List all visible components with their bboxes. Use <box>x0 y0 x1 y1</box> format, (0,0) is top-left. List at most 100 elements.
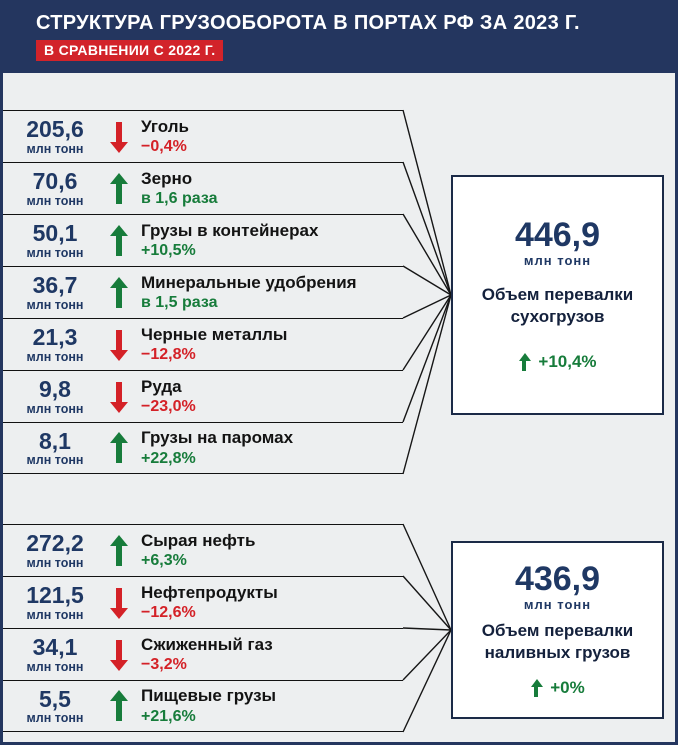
cargo-amount: 21,3 млн тонн <box>3 325 107 363</box>
trend-arrow-icon <box>109 534 129 568</box>
trend-arrow-icon <box>109 328 129 362</box>
cargo-value: 36,7 <box>32 272 78 299</box>
cargo-label: Сырая нефть <box>141 530 256 550</box>
summary-change-value: +10,4% <box>538 352 597 372</box>
cargo-value: 34,1 <box>32 634 78 661</box>
cargo-change: +10,5% <box>141 242 196 260</box>
cargo-amount: 70,6 млн тонн <box>3 169 107 207</box>
trend-arrow-icon <box>109 172 129 206</box>
cargo-change: +6,3% <box>141 552 187 570</box>
cargo-value: 272,2 <box>26 530 84 557</box>
cargo-label: Сжиженный газ <box>141 634 273 654</box>
cargo-unit: млн тонн <box>26 711 84 725</box>
cargo-label: Руда <box>141 376 182 396</box>
cargo-change: −23,0% <box>141 398 196 416</box>
trend-arrow-icon <box>518 352 532 372</box>
cargo-row: 272,2 млн тонн Сырая нефть +6,3% <box>3 524 403 576</box>
cargo-info: Нефтепродукты −12,6% <box>141 582 278 623</box>
cargo-value: 50,1 <box>32 220 78 247</box>
cargo-info: Пищевые грузы +21,6% <box>141 685 276 726</box>
trend-arrow-icon <box>109 689 129 723</box>
cargo-value: 8,1 <box>39 427 71 454</box>
summary-change: +0% <box>530 678 585 698</box>
cargo-info: Грузы в контейнерах +10,5% <box>141 220 318 261</box>
page-subtitle: В СРАВНЕНИИ С 2022 Г. <box>36 40 224 61</box>
trend-arrow-icon <box>109 431 129 465</box>
cargo-amount: 121,5 млн тонн <box>3 583 107 621</box>
cargo-label: Грузы в контейнерах <box>141 220 319 240</box>
liquid-cargo-summary: 436,9 млн тонн Объем перевалки наливных … <box>451 541 664 719</box>
cargo-value: 5,5 <box>39 685 71 712</box>
cargo-change: в 1,5 раза <box>141 294 218 312</box>
cargo-info: Черные металлы −12,8% <box>141 324 287 365</box>
cargo-row: 9,8 млн тонн Руда −23,0% <box>3 370 403 422</box>
cargo-row: 21,3 млн тонн Черные металлы −12,8% <box>3 318 403 370</box>
cargo-info: Зерно в 1,6 раза <box>141 168 217 209</box>
cargo-row: 36,7 млн тонн Минеральные удобрения в 1,… <box>3 266 403 318</box>
summary-title: Объем перевалки сухогрузов <box>481 285 634 327</box>
cargo-change: +22,8% <box>141 449 196 467</box>
cargo-amount: 36,7 млн тонн <box>3 273 107 311</box>
summary-unit: млн тонн <box>523 597 592 613</box>
summary-title: Объем перевалки наливных грузов <box>481 621 634 663</box>
cargo-amount: 50,1 млн тонн <box>3 221 107 259</box>
trend-arrow-icon <box>109 586 129 620</box>
summary-value: 436,9 <box>514 559 601 598</box>
cargo-unit: млн тонн <box>26 453 84 467</box>
cargo-row: 50,1 млн тонн Грузы в контейнерах +10,5% <box>3 214 403 266</box>
cargo-info: Сжиженный газ −3,2% <box>141 634 273 675</box>
cargo-row: 205,6 млн тонн Уголь −0,4% <box>3 110 403 162</box>
cargo-row: 5,5 млн тонн Пищевые грузы +21,6% <box>3 680 403 732</box>
cargo-change: +21,6% <box>141 707 196 725</box>
cargo-label: Грузы на паромах <box>141 428 294 448</box>
cargo-unit: млн тонн <box>26 245 84 260</box>
cargo-amount: 5,5 млн тонн <box>3 687 107 725</box>
cargo-change: −3,2% <box>141 656 187 674</box>
cargo-unit: млн тонн <box>26 401 84 416</box>
liquid-cargo-rows: 272,2 млн тонн Сырая нефть +6,3% 121,5 м… <box>3 524 403 732</box>
cargo-row: 34,1 млн тонн Сжиженный газ −3,2% <box>3 628 403 680</box>
cargo-label: Зерно <box>141 168 193 188</box>
cargo-row: 70,6 млн тонн Зерно в 1,6 раза <box>3 162 403 214</box>
cargo-label: Нефтепродукты <box>141 582 278 602</box>
cargo-label: Уголь <box>141 116 189 136</box>
cargo-amount: 34,1 млн тонн <box>3 635 107 673</box>
summary-unit: млн тонн <box>523 253 592 269</box>
cargo-amount: 272,2 млн тонн <box>3 531 107 569</box>
cargo-info: Сырая нефть +6,3% <box>141 530 255 571</box>
cargo-label: Черные металлы <box>141 324 288 344</box>
cargo-unit: млн тонн <box>26 193 84 208</box>
cargo-value: 21,3 <box>32 324 78 351</box>
summary-value: 446,9 <box>514 215 601 254</box>
cargo-unit: млн тонн <box>26 297 84 312</box>
summary-change-value: +0% <box>550 678 585 698</box>
cargo-unit: млн тонн <box>26 659 84 674</box>
cargo-amount: 205,6 млн тонн <box>3 117 107 155</box>
connector-lines <box>402 109 452 733</box>
cargo-unit: млн тонн <box>26 141 84 156</box>
cargo-info: Уголь −0,4% <box>141 116 189 157</box>
cargo-value: 70,6 <box>32 168 78 195</box>
cargo-info: Минеральные удобрения в 1,5 раза <box>141 272 357 313</box>
cargo-info: Грузы на паромах +22,8% <box>141 427 293 468</box>
summary-change: +10,4% <box>518 352 597 372</box>
cargo-unit: млн тонн <box>26 349 84 364</box>
trend-arrow-icon <box>109 224 129 258</box>
cargo-info: Руда −23,0% <box>141 376 196 417</box>
trend-arrow-icon <box>109 638 129 672</box>
trend-arrow-icon <box>109 380 129 414</box>
cargo-row: 8,1 млн тонн Грузы на паромах +22,8% <box>3 422 403 474</box>
cargo-amount: 8,1 млн тонн <box>3 429 107 467</box>
dry-cargo-rows: 205,6 млн тонн Уголь −0,4% 70,6 млн тонн… <box>3 110 403 474</box>
cargo-unit: млн тонн <box>26 607 84 622</box>
cargo-value: 205,6 <box>26 116 84 143</box>
cargo-change: −12,8% <box>141 346 196 364</box>
trend-arrow-icon <box>109 120 129 154</box>
cargo-value: 121,5 <box>26 582 84 609</box>
cargo-value: 9,8 <box>39 376 71 403</box>
cargo-change: в 1,6 раза <box>141 190 218 208</box>
cargo-label: Минеральные удобрения <box>141 272 357 292</box>
cargo-row: 121,5 млн тонн Нефтепродукты −12,6% <box>3 576 403 628</box>
trend-arrow-icon <box>530 678 544 698</box>
